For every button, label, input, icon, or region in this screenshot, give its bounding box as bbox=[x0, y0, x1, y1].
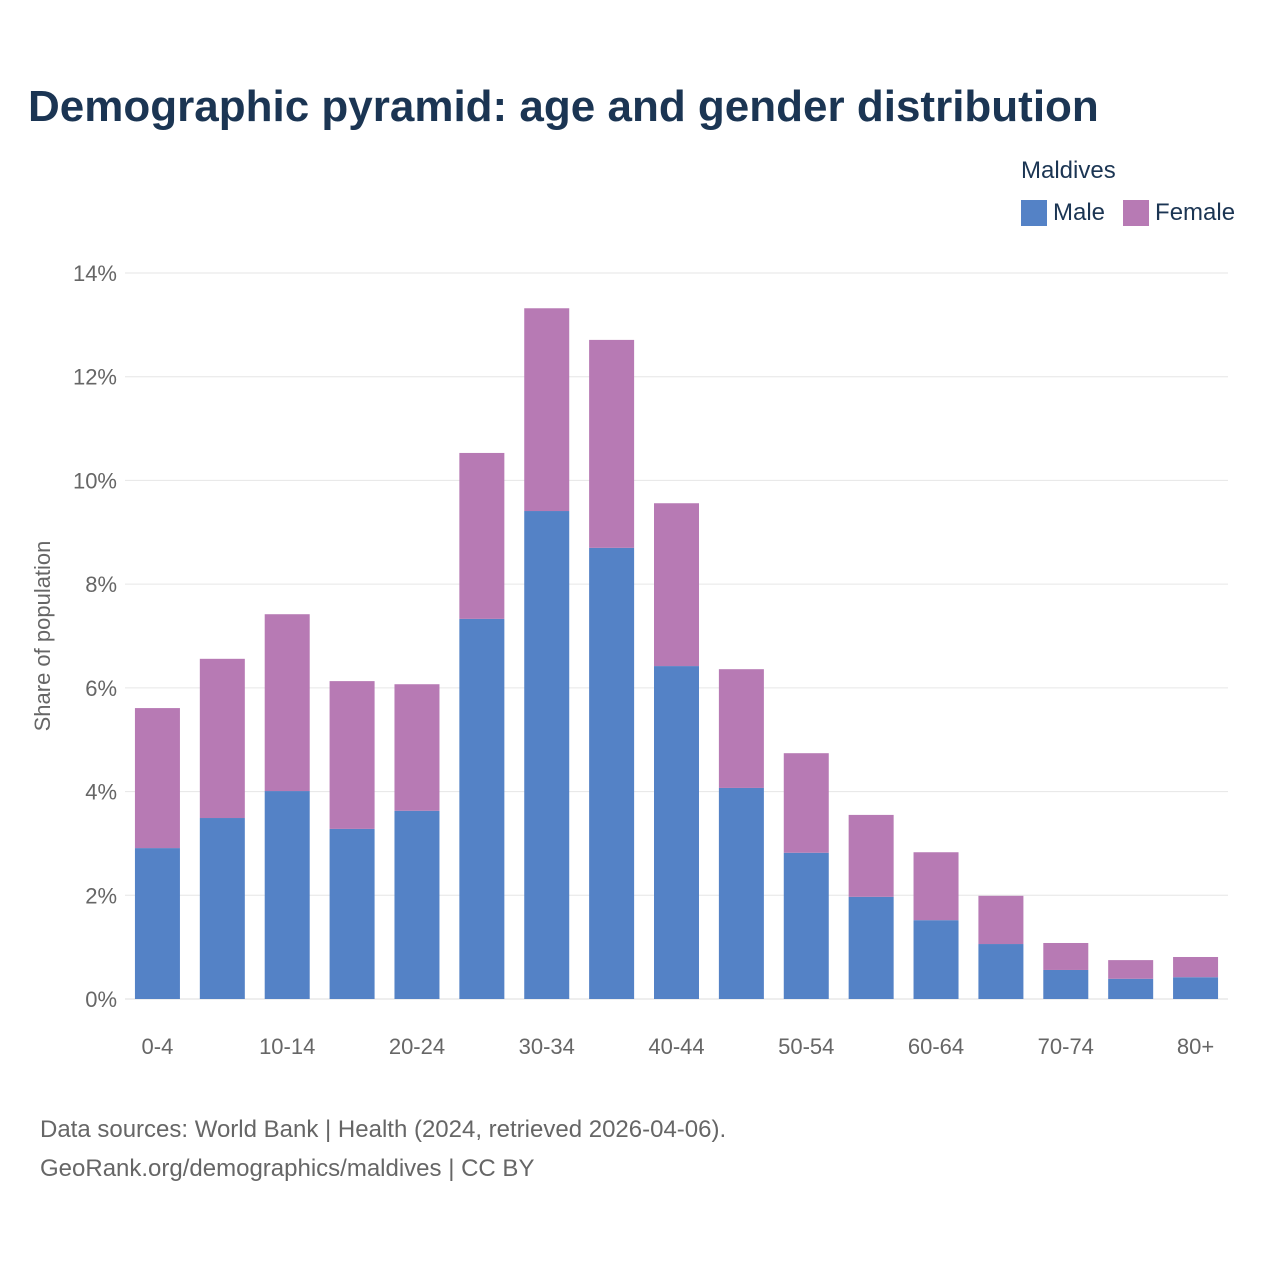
legend-title: Maldives bbox=[1021, 157, 1116, 184]
chart-title: Demographic pyramid: age and gender dist… bbox=[28, 82, 1099, 131]
x-tick-label: 30-34 bbox=[519, 1034, 575, 1059]
bar-female-25-29 bbox=[459, 452, 505, 619]
bar-male-70-74 bbox=[1043, 969, 1089, 999]
bar-female-20-24 bbox=[394, 684, 440, 811]
x-tick-label: 60-64 bbox=[908, 1034, 964, 1059]
bar-female-35-39 bbox=[589, 339, 635, 548]
y-tick-label: 14% bbox=[73, 261, 117, 286]
source-line-2: GeoRank.org/demographics/maldives | CC B… bbox=[40, 1155, 535, 1182]
bar-male-65-69 bbox=[978, 944, 1024, 999]
x-tick-label: 10-14 bbox=[259, 1034, 315, 1059]
bar-male-10-14 bbox=[264, 791, 310, 999]
bar-male-75-79 bbox=[1108, 978, 1154, 999]
x-tick-label: 80+ bbox=[1177, 1034, 1214, 1059]
bar-male-5-9 bbox=[199, 818, 245, 999]
y-tick-label: 8% bbox=[85, 572, 117, 597]
bar-female-15-19 bbox=[329, 681, 375, 829]
bar-male-0-4 bbox=[134, 848, 180, 999]
legend: Male Female bbox=[1021, 199, 1253, 227]
y-tick-label: 6% bbox=[85, 676, 117, 701]
bar-female-75-79 bbox=[1108, 960, 1154, 979]
bar-female-80+ bbox=[1173, 956, 1219, 978]
x-tick-label: 40-44 bbox=[648, 1034, 704, 1059]
bar-male-50-54 bbox=[783, 852, 829, 999]
bar-female-30-34 bbox=[524, 308, 570, 512]
bar-male-45-49 bbox=[718, 787, 764, 999]
bar-female-50-54 bbox=[783, 753, 829, 853]
x-tick-label: 50-54 bbox=[778, 1034, 834, 1059]
y-tick-label: 10% bbox=[73, 468, 117, 493]
bar-male-60-64 bbox=[913, 920, 959, 999]
bar-female-60-64 bbox=[913, 852, 959, 921]
y-tick-label: 0% bbox=[85, 987, 117, 1012]
x-tick-label: 0-4 bbox=[142, 1034, 174, 1059]
bar-female-0-4 bbox=[134, 708, 180, 849]
bar-male-35-39 bbox=[589, 547, 635, 999]
legend-swatch-female bbox=[1123, 200, 1150, 226]
x-tick-label: 20-24 bbox=[389, 1034, 445, 1059]
bar-male-55-59 bbox=[848, 896, 894, 999]
y-tick-label: 12% bbox=[73, 365, 117, 390]
bar-male-40-44 bbox=[654, 666, 699, 999]
bar-male-15-19 bbox=[329, 828, 375, 999]
y-tick-label: 2% bbox=[85, 883, 117, 908]
bar-female-55-59 bbox=[848, 814, 894, 897]
bar-female-70-74 bbox=[1043, 942, 1089, 970]
legend-label-female: Female bbox=[1155, 199, 1236, 226]
bar-male-30-34 bbox=[524, 511, 570, 999]
bar-female-40-44 bbox=[654, 503, 699, 667]
y-axis-label: Share of population bbox=[30, 541, 55, 732]
bar-male-25-29 bbox=[459, 618, 505, 999]
y-tick-label: 4% bbox=[85, 780, 117, 805]
bar-female-65-69 bbox=[978, 895, 1024, 945]
bar-female-10-14 bbox=[264, 614, 310, 792]
source-line-1: Data sources: World Bank | Health (2024,… bbox=[40, 1116, 727, 1143]
bar-female-45-49 bbox=[718, 669, 764, 788]
bar-female-5-9 bbox=[199, 658, 245, 819]
bar-male-20-24 bbox=[394, 810, 440, 999]
legend-label-male: Male bbox=[1053, 199, 1106, 226]
x-tick-label: 70-74 bbox=[1038, 1034, 1094, 1059]
bar-male-80+ bbox=[1173, 977, 1219, 999]
legend-swatch-male bbox=[1021, 200, 1047, 226]
